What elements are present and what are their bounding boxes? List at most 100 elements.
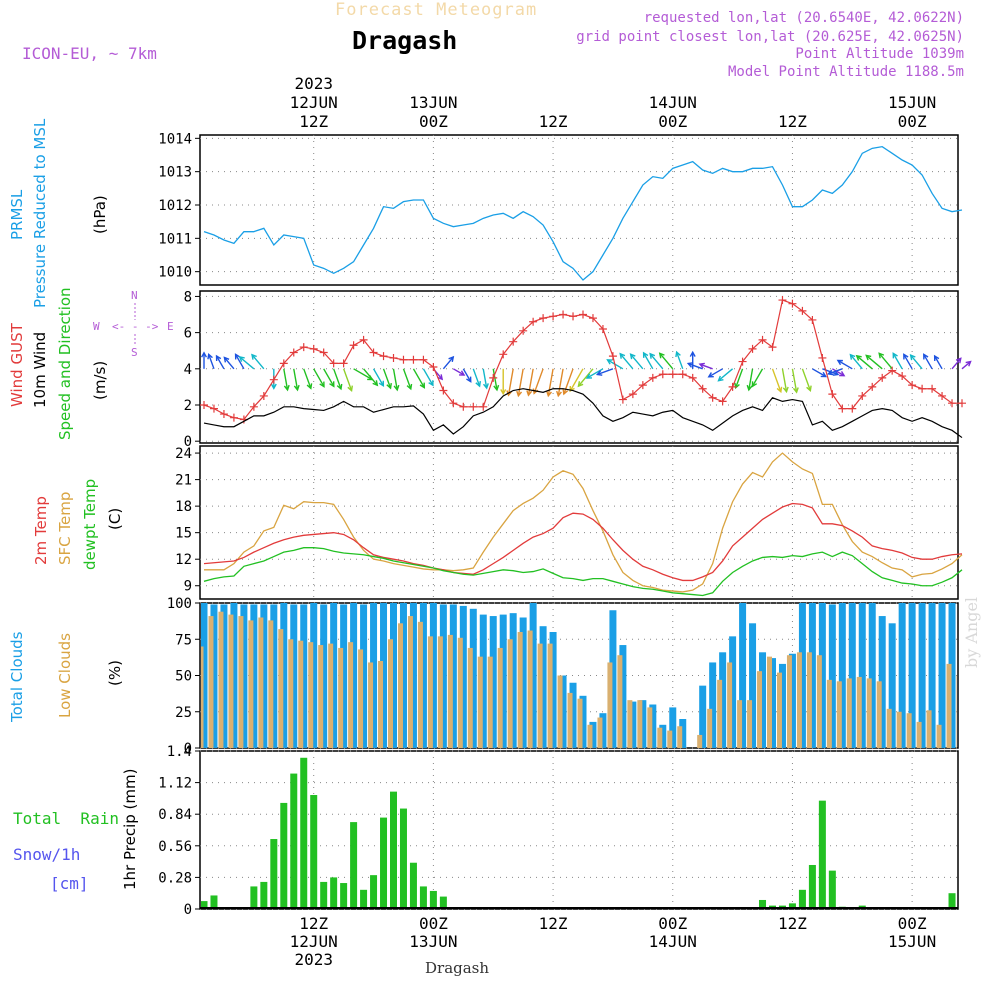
rain-bar (290, 773, 298, 909)
wind-arrow-shaft (223, 357, 235, 370)
wind-arrow-shaft (342, 368, 353, 391)
gust-marker (339, 359, 348, 368)
wind-arrow (831, 368, 846, 377)
gust-marker (858, 391, 867, 400)
low-cloud-bar (717, 679, 723, 748)
low-cloud-bar (497, 647, 503, 748)
temp-ytick-label: 12 (175, 552, 192, 568)
requested-coords: requested lon,lat (20.6540E, 42.0622N) (643, 10, 964, 26)
wind-arrow-shaft (892, 353, 903, 370)
wind-arrow-head (200, 351, 208, 358)
total-cloud-bar (818, 603, 826, 748)
wind-arrow-head (878, 352, 885, 359)
total-cloud-bar (599, 713, 607, 748)
total-cloud-bar (619, 645, 627, 748)
wind-arrow-head (686, 362, 694, 368)
low-cloud-bar (886, 708, 892, 748)
total-cloud-bar (390, 603, 397, 748)
wind-arrow-head (806, 385, 812, 392)
total-cloud-bar (788, 653, 796, 748)
wind-arrow (849, 353, 863, 370)
wind-arrow-head (556, 390, 562, 398)
total-cloud-bar (270, 604, 278, 748)
low-cloud-bar (587, 724, 593, 748)
wind-arrow-shaft (781, 368, 788, 392)
gust-marker (808, 315, 817, 324)
total-cloud-bar (589, 721, 597, 748)
low-cloud-bar (826, 679, 832, 748)
low-cloud-bar (866, 678, 872, 748)
gust-marker (608, 352, 617, 361)
wind-arrow-shaft (452, 368, 465, 376)
wind-arrow-head (849, 353, 856, 360)
gust-marker (768, 343, 777, 352)
low-cloud-bar (577, 698, 583, 748)
wind-arrow-head (955, 357, 962, 364)
wind-arrow-shaft (303, 368, 312, 389)
grid-point-coords: grid point closest lon,lat (20.625E, 42.… (576, 29, 964, 45)
total-cloud-bar (878, 616, 886, 748)
precip-ytick-label: 0.84 (158, 807, 192, 823)
wind-arrow-shaft (353, 368, 373, 381)
wind-arrow (238, 356, 255, 370)
total-cloud-bar (808, 603, 816, 748)
gust-marker (269, 375, 278, 384)
low-cloud-bar (916, 721, 922, 748)
compass-e: E (167, 320, 174, 333)
total-cloud-bar (609, 610, 617, 748)
pressure-unit: (hPa) (91, 195, 109, 234)
wind-arrow-shaft (903, 354, 913, 370)
wind-arrow-head (892, 352, 898, 359)
gust-marker (329, 359, 338, 368)
wind-arrow-shaft (828, 368, 843, 375)
wind-arrow-shaft (557, 368, 564, 396)
wind-arrow-head (347, 385, 354, 392)
gust-marker (738, 357, 747, 366)
compass-n: N (131, 289, 138, 302)
wind-arrow-head (933, 354, 940, 362)
total-cloud-bar (409, 603, 417, 748)
temp-ytick-label: 21 (175, 473, 192, 489)
wind-arrow-head (234, 353, 241, 360)
wind-arrow-shaft (856, 355, 873, 370)
rain-bar (390, 791, 397, 909)
wind-arrow-head (820, 371, 827, 378)
pressure-ytick-label: 1011 (158, 231, 192, 247)
wind-ytick-label: 4 (184, 362, 192, 378)
wind-arrow (951, 357, 962, 370)
gust-marker (868, 382, 877, 391)
total-cloud-bar (798, 603, 806, 748)
gust-marker (200, 401, 208, 409)
clouds-ytick-label: 50 (175, 669, 192, 685)
gust-marker (509, 337, 518, 346)
total-cloud-bar (539, 626, 547, 748)
low-cloud-bar (378, 661, 384, 748)
clouds-ytick-label: 25 (175, 705, 192, 721)
wind-arrow-shaft (961, 361, 972, 370)
model-altitude: Model Point Altitude 1188.5m (727, 64, 964, 80)
low-cloud-bar (846, 678, 852, 748)
total-cloud-bar (469, 608, 477, 748)
low-cloud-bar (836, 681, 842, 748)
low-cloud-bar (201, 646, 204, 748)
gust-marker (499, 350, 508, 359)
time-label-bottom: 12JUN (290, 932, 338, 951)
gust-marker (878, 373, 887, 382)
gust-marker (778, 296, 787, 305)
wind-arrow-shaft (831, 368, 845, 377)
wind-arrow-shaft (597, 368, 614, 376)
total-cloud-bar (838, 603, 846, 748)
wind-arrow (698, 362, 713, 370)
low-cloud-bar (767, 656, 772, 748)
wind-unit: (m/s) (91, 361, 109, 400)
gust-marker (299, 343, 308, 352)
low-cloud-bar (677, 726, 683, 748)
gust-marker (798, 306, 807, 315)
gust-marker (519, 326, 528, 335)
location-title: Dragash (352, 26, 458, 55)
wind-arrow-shaft (934, 355, 943, 370)
pressure-ytick-label: 1013 (158, 165, 192, 181)
total-cloud-bar (739, 603, 747, 748)
gust-marker (688, 373, 697, 382)
low-cloud-bar (776, 672, 782, 748)
